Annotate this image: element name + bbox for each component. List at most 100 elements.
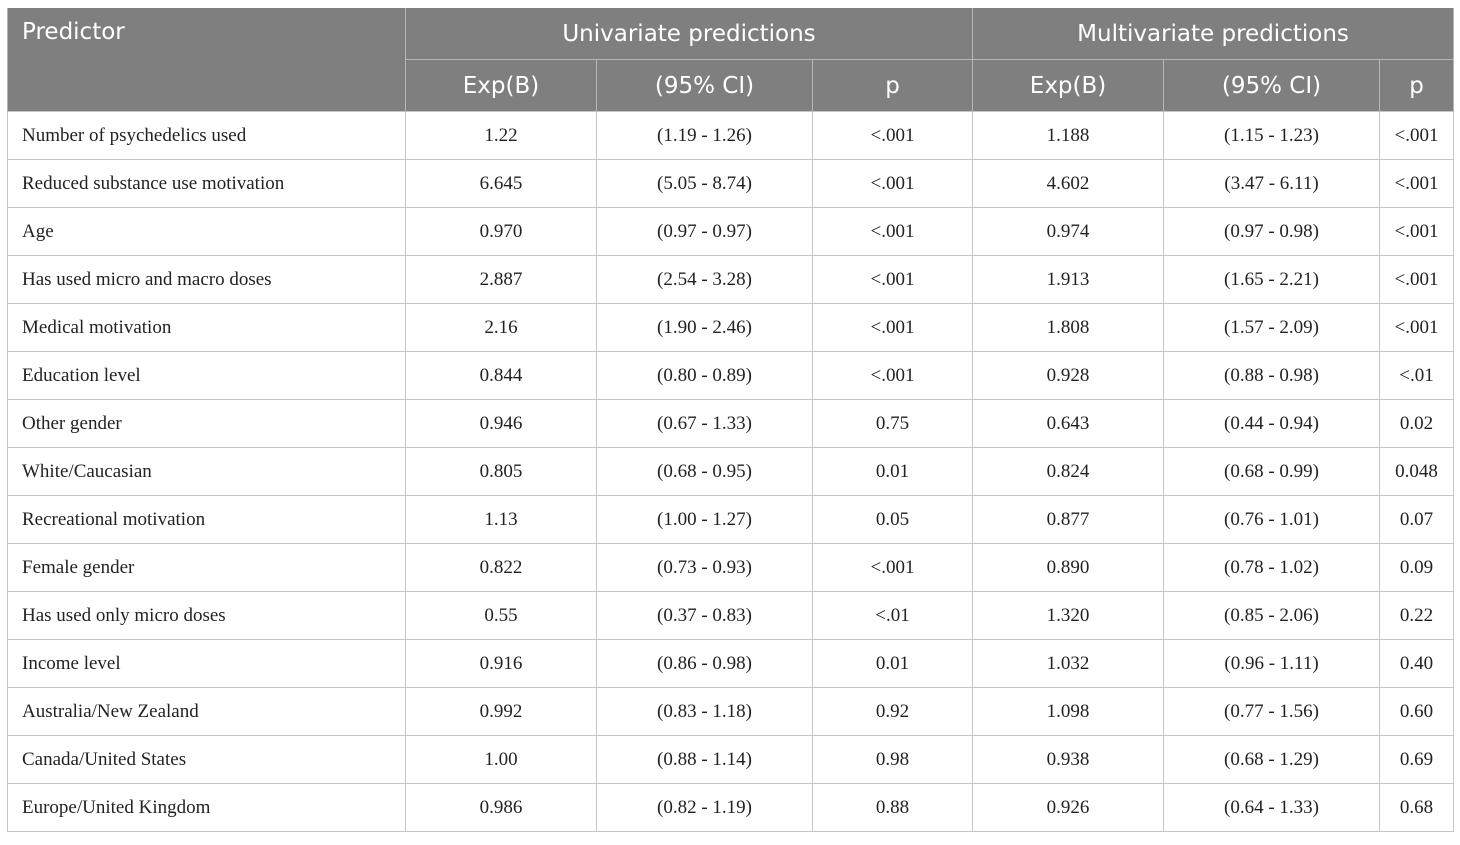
multivariate-ci: (1.65 - 2.21)	[1163, 255, 1381, 304]
multivariate-p: 0.22	[1379, 591, 1455, 640]
multivariate-expb: 1.808	[972, 303, 1165, 352]
univariate-expb: 0.805	[405, 447, 597, 496]
univariate-expb: 0.986	[405, 783, 597, 832]
univariate-p: <.001	[811, 351, 974, 400]
table-row: Age 0.970 (0.97 - 0.97) <.001 0.974 (0.9…	[7, 207, 1455, 256]
predictor-name: Income level	[7, 639, 406, 688]
univariate-p: <.001	[811, 543, 974, 592]
multivariate-p: 0.69	[1379, 735, 1455, 784]
multivariate-expb: 0.938	[972, 735, 1165, 784]
univariate-expb: 6.645	[405, 159, 597, 208]
univariate-expb: 0.822	[405, 543, 597, 592]
multivariate-expb-header: Exp(B)	[972, 59, 1165, 112]
table-row: Reduced substance use motivation 6.645 (…	[7, 159, 1455, 208]
multivariate-p: <.001	[1379, 255, 1455, 304]
univariate-expb: 2.16	[405, 303, 597, 352]
univariate-expb: 0.946	[405, 399, 597, 448]
table-row: White/Caucasian 0.805 (0.68 - 0.95) 0.01…	[7, 447, 1455, 496]
predictor-name: Reduced substance use motivation	[7, 159, 406, 208]
univariate-ci: (0.83 - 1.18)	[596, 687, 813, 736]
univariate-p: 0.88	[811, 783, 974, 832]
univariate-p: 0.01	[811, 639, 974, 688]
multivariate-ci: (0.76 - 1.01)	[1163, 495, 1381, 544]
multivariate-ci: (0.78 - 1.02)	[1163, 543, 1381, 592]
predictor-name: Australia/New Zealand	[7, 687, 406, 736]
univariate-ci: (0.88 - 1.14)	[596, 735, 813, 784]
multivariate-group-header: Multivariate predictions	[972, 8, 1455, 60]
multivariate-p: 0.02	[1379, 399, 1455, 448]
table-row: Canada/United States 1.00 (0.88 - 1.14) …	[7, 735, 1455, 784]
multivariate-ci: (0.88 - 0.98)	[1163, 351, 1381, 400]
multivariate-ci: (0.97 - 0.98)	[1163, 207, 1381, 256]
univariate-expb: 0.970	[405, 207, 597, 256]
univariate-group-header: Univariate predictions	[404, 8, 974, 60]
multivariate-p: <.001	[1379, 207, 1455, 256]
univariate-expb: 2.887	[405, 255, 597, 304]
univariate-expb: 1.22	[405, 111, 597, 160]
univariate-p: <.01	[811, 591, 974, 640]
multivariate-expb: 0.824	[972, 447, 1165, 496]
multivariate-ci: (1.57 - 2.09)	[1163, 303, 1381, 352]
univariate-expb: 0.844	[405, 351, 597, 400]
multivariate-expb: 1.098	[972, 687, 1165, 736]
univariate-ci: (5.05 - 8.74)	[596, 159, 813, 208]
univariate-expb: 1.00	[405, 735, 597, 784]
predictor-name: Has used micro and macro doses	[7, 255, 406, 304]
univariate-ci: (0.86 - 0.98)	[596, 639, 813, 688]
multivariate-p: <.001	[1379, 111, 1455, 160]
predictor-name: Has used only micro doses	[7, 591, 406, 640]
multivariate-ci: (0.96 - 1.11)	[1163, 639, 1381, 688]
multivariate-expb: 1.320	[972, 591, 1165, 640]
univariate-expb-header: Exp(B)	[405, 59, 597, 112]
multivariate-p: <.001	[1379, 159, 1455, 208]
predictor-name: Medical motivation	[7, 303, 406, 352]
multivariate-expb: 0.928	[972, 351, 1165, 400]
univariate-ci: (0.82 - 1.19)	[596, 783, 813, 832]
univariate-expb: 0.55	[405, 591, 597, 640]
univariate-ci: (0.73 - 0.93)	[596, 543, 813, 592]
univariate-p: 0.05	[811, 495, 974, 544]
table-row: Income level 0.916 (0.86 - 0.98) 0.01 1.…	[7, 639, 1455, 688]
multivariate-expb: 1.032	[972, 639, 1165, 688]
multivariate-ci: (0.85 - 2.06)	[1163, 591, 1381, 640]
multivariate-p: 0.40	[1379, 639, 1455, 688]
univariate-ci: (1.00 - 1.27)	[596, 495, 813, 544]
multivariate-expb: 4.602	[972, 159, 1165, 208]
table-row: Medical motivation 2.16 (1.90 - 2.46) <.…	[7, 303, 1455, 352]
univariate-p: <.001	[811, 303, 974, 352]
multivariate-ci-header: (95% CI)	[1163, 59, 1381, 112]
table-row: Europe/United Kingdom 0.986 (0.82 - 1.19…	[7, 783, 1455, 832]
predictor-name: White/Caucasian	[7, 447, 406, 496]
multivariate-p: <.001	[1379, 303, 1455, 352]
table-row: Education level 0.844 (0.80 - 0.89) <.00…	[7, 351, 1455, 400]
univariate-ci: (1.19 - 1.26)	[596, 111, 813, 160]
univariate-p: 0.75	[811, 399, 974, 448]
predictor-name: Canada/United States	[7, 735, 406, 784]
univariate-p: <.001	[811, 207, 974, 256]
multivariate-expb: 0.890	[972, 543, 1165, 592]
predictor-column-header: Predictor	[7, 8, 406, 112]
multivariate-ci: (0.68 - 0.99)	[1163, 447, 1381, 496]
multivariate-ci: (0.44 - 0.94)	[1163, 399, 1381, 448]
univariate-expb: 1.13	[405, 495, 597, 544]
multivariate-expb: 0.926	[972, 783, 1165, 832]
multivariate-ci: (0.77 - 1.56)	[1163, 687, 1381, 736]
predictor-name: Female gender	[7, 543, 406, 592]
table-header: Predictor Univariate predictions Multiva…	[7, 8, 1455, 112]
univariate-ci: (0.37 - 0.83)	[596, 591, 813, 640]
multivariate-expb: 1.188	[972, 111, 1165, 160]
multivariate-p-header: p	[1379, 59, 1455, 112]
multivariate-expb: 0.877	[972, 495, 1165, 544]
univariate-p: 0.01	[811, 447, 974, 496]
multivariate-expb: 0.974	[972, 207, 1165, 256]
univariate-expb: 0.916	[405, 639, 597, 688]
predictor-name: Other gender	[7, 399, 406, 448]
table-row: Female gender 0.822 (0.73 - 0.93) <.001 …	[7, 543, 1455, 592]
multivariate-ci: (0.64 - 1.33)	[1163, 783, 1381, 832]
header-group-row: Predictor Univariate predictions Multiva…	[7, 8, 1455, 112]
univariate-ci: (2.54 - 3.28)	[596, 255, 813, 304]
header-sub-row: Exp(B) (95% CI) p Exp(B) (95% CI) p	[8, 59, 1455, 112]
multivariate-expb: 1.913	[972, 255, 1165, 304]
univariate-ci: (1.90 - 2.46)	[596, 303, 813, 352]
univariate-p: <.001	[811, 111, 974, 160]
